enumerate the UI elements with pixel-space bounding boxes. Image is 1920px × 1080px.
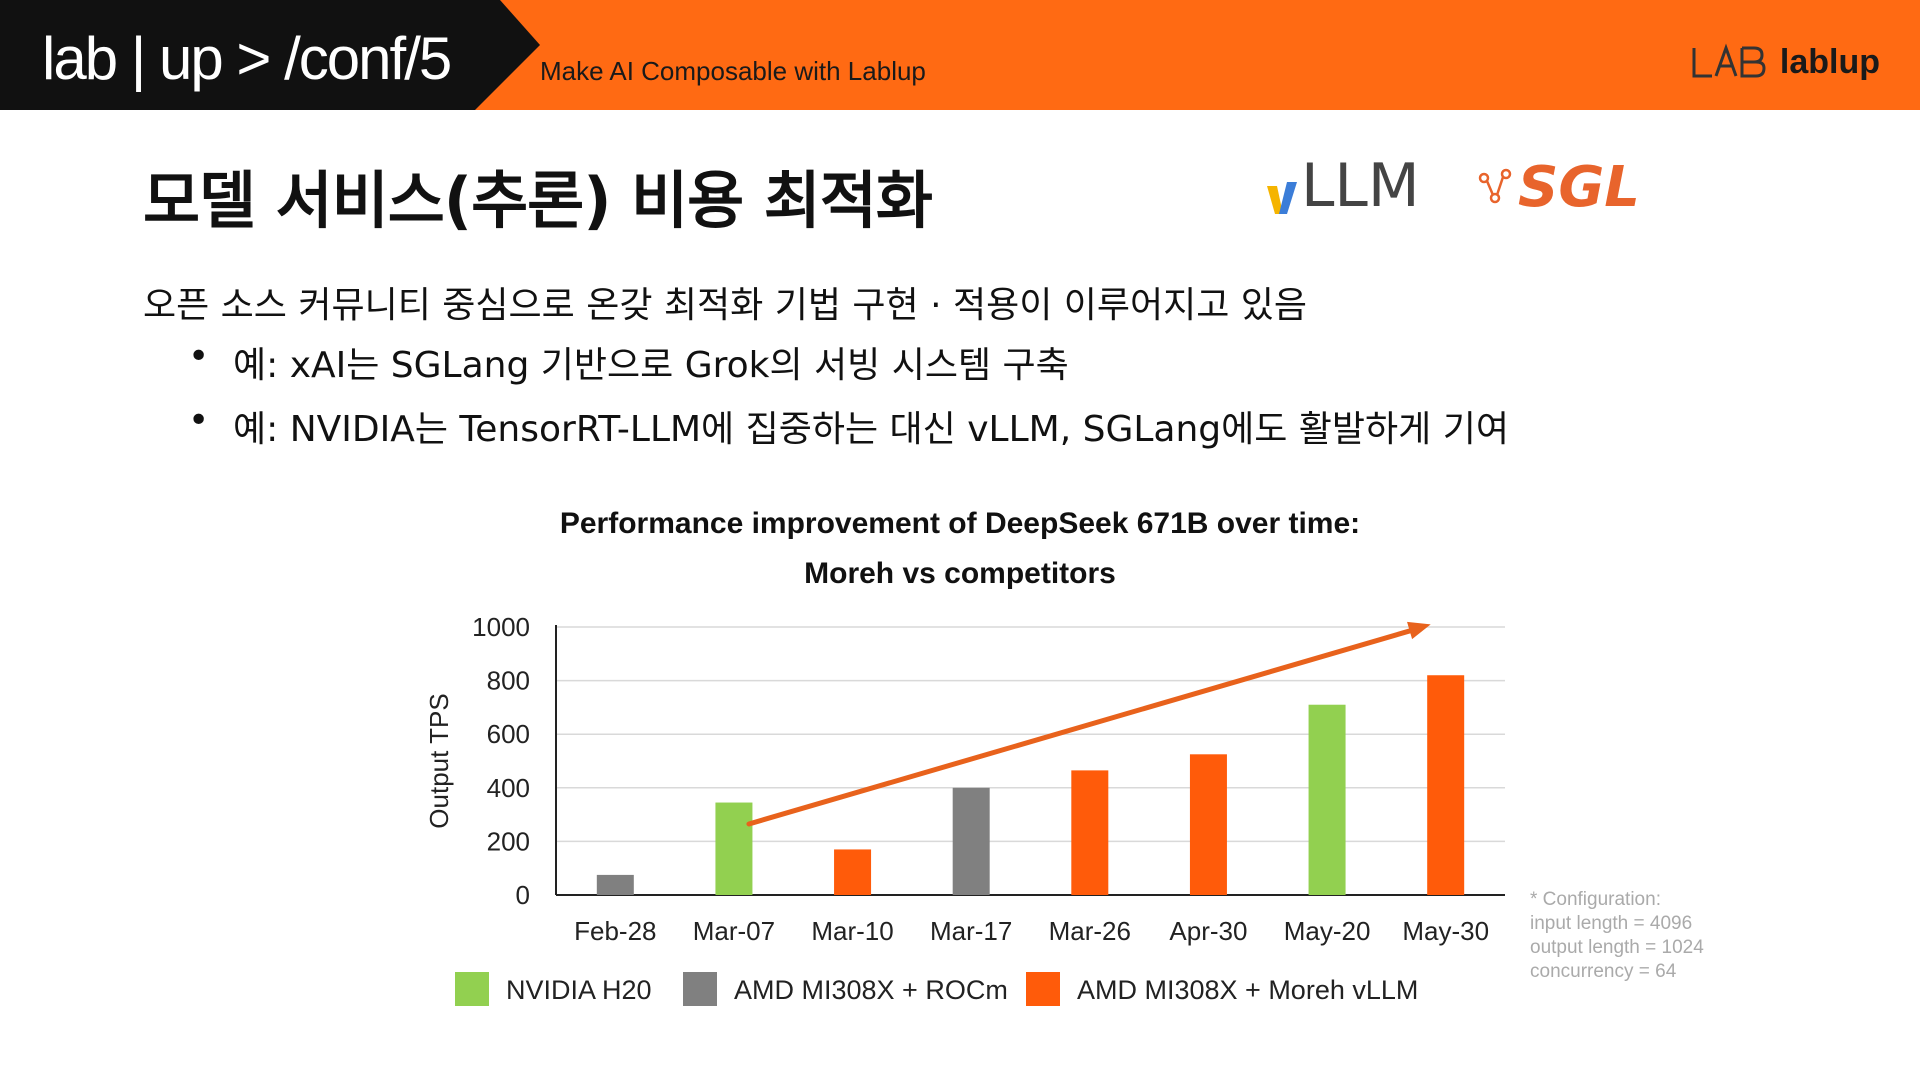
trend-arrow-head [1407, 621, 1431, 640]
bar [834, 849, 872, 895]
y-axis-label: Output TPS [424, 693, 454, 828]
bullet-main: 오픈 소스 커뮤니티 중심으로 온갖 최적화 기법 구현 · 적용이 이루어지고… [143, 285, 1308, 326]
sub-bullet: • 예: xAI는 SGLang 기반으로 Grok의 서빙 시스템 구축 [143, 336, 1307, 400]
x-tick-label: Mar-07 [693, 916, 775, 946]
y-tick-label: 200 [487, 826, 530, 856]
page-title: 모델 서비스(추론) 비용 최적화 [143, 164, 933, 237]
conf-badge: lab | up > /conf/5 [0, 0, 540, 110]
vllm-logo: LLM [1265, 156, 1420, 216]
x-tick-label: Feb-28 [574, 916, 656, 946]
bar [1189, 754, 1227, 895]
y-tick-label: 600 [487, 719, 530, 749]
legend-swatch [455, 972, 489, 1006]
chart-title: Performance improvement of DeepSeek 671B… [559, 507, 1361, 540]
x-tick-label: Mar-17 [930, 916, 1012, 946]
x-tick-label: May-20 [1284, 916, 1371, 946]
config-line: concurrency = 64 [1530, 961, 1677, 982]
bullet-dot: • [188, 400, 210, 441]
bullet-list: 오픈 소스 커뮤니티 중심으로 온갖 최적화 기법 구현 · 적용이 이루어지고… [143, 276, 1509, 464]
bar [1071, 770, 1109, 895]
legend-swatch [1026, 972, 1060, 1006]
lablup-logo-icon [1692, 43, 1766, 78]
config-note: * Configuration: input length = 4096 out… [1530, 888, 1704, 984]
x-tick-label: Mar-10 [811, 916, 893, 946]
vllm-text: LLM [1301, 151, 1420, 221]
bar [596, 874, 634, 895]
bar [715, 802, 753, 895]
header-tagline: Make AI Composable with Lablup [540, 56, 926, 86]
vllm-v-icon [1267, 182, 1297, 214]
y-tick-label: 0 [516, 880, 530, 910]
x-tick-label: Mar-26 [1049, 916, 1131, 946]
y-tick-label: 400 [487, 773, 530, 803]
bullet-dot: • [188, 336, 210, 377]
bar [952, 787, 990, 895]
bar [1427, 675, 1465, 895]
y-tick-label: 800 [487, 666, 530, 696]
bar [1308, 704, 1346, 895]
x-tick-label: May-30 [1402, 916, 1489, 946]
brand-name: lablup [1779, 42, 1880, 81]
legend-label: AMD MI308X + ROCm [734, 975, 1008, 1005]
config-line: * Configuration: [1530, 889, 1661, 910]
chart-subtitle: Moreh vs competitors [804, 557, 1116, 590]
sgl-graph-icon [1478, 168, 1512, 204]
sgl-logo: SGL [1478, 160, 1640, 216]
conf-title: lab | up > /conf/5 [42, 25, 452, 92]
config-line: output length = 1024 [1530, 937, 1704, 958]
sub-bullet-text: 예: xAI는 SGLang 기반으로 Grok의 서빙 시스템 구축 [233, 345, 1069, 386]
legend-label: AMD MI308X + Moreh vLLM [1077, 975, 1418, 1005]
y-tick-label: 1000 [472, 612, 530, 642]
trend-arrow-line [746, 625, 1422, 827]
legend-label: NVIDIA H20 [506, 975, 652, 1005]
x-tick-label: Apr-30 [1169, 916, 1247, 946]
config-line: input length = 4096 [1530, 913, 1693, 934]
brand-logo: lablup [1690, 42, 1880, 82]
sub-bullet: • 예: NVIDIA는 TensorRT-LLM에 집중하는 대신 vLLM,… [143, 400, 1509, 464]
sub-bullet-text: 예: NVIDIA는 TensorRT-LLM에 집중하는 대신 vLLM, S… [233, 409, 1509, 450]
sgl-text: SGL [1518, 155, 1640, 220]
legend-swatch [683, 972, 717, 1006]
